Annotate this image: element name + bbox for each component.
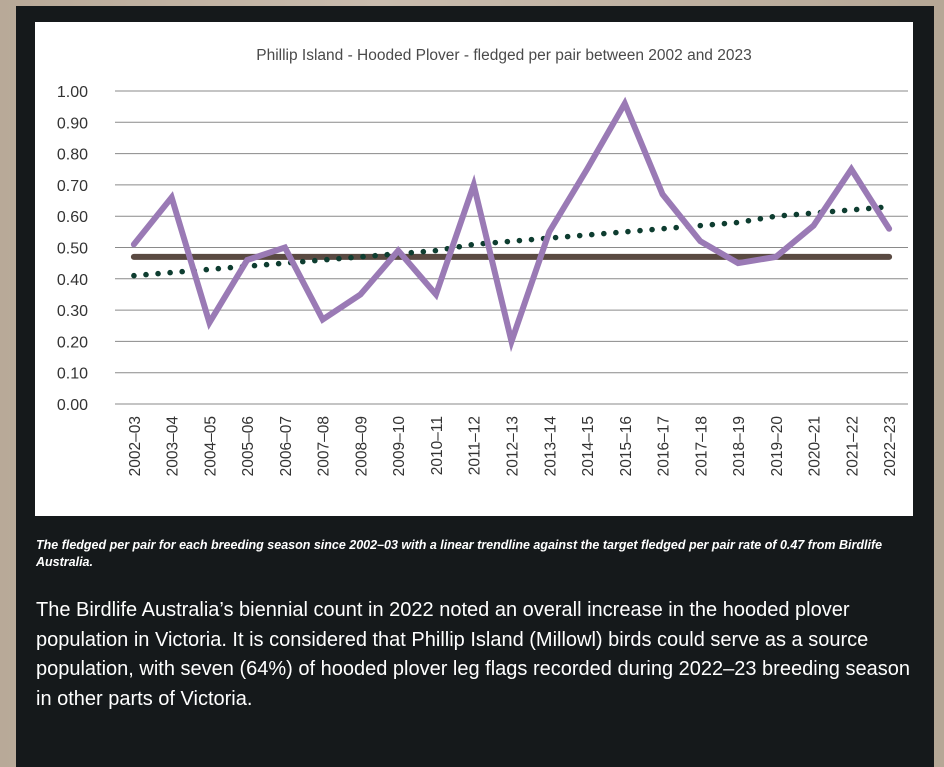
x-tick-label: 2006–07 [278, 416, 295, 476]
y-tick-label: 0.20 [57, 334, 88, 351]
x-tick-label: 2014–15 [580, 416, 597, 476]
x-tick-label: 2012–13 [505, 416, 522, 476]
body-paragraph: The Birdlife Australia’s biennial count … [36, 599, 910, 710]
chart-title: Phillip Island - Hooded Plover - fledged… [256, 47, 751, 64]
x-tick-label: 2022–23 [882, 416, 899, 476]
y-tick-label: 0.10 [57, 366, 88, 383]
y-tick-label: 0.90 [57, 115, 88, 132]
y-tick-label: 0.50 [57, 241, 88, 258]
y-tick-label: 0.40 [57, 272, 88, 289]
x-tick-label: 2016–17 [656, 416, 673, 476]
x-tick-label: 2002–03 [127, 416, 144, 476]
x-tick-label: 2017–18 [693, 416, 710, 476]
line-chart: Phillip Island - Hooded Plover - fledged… [57, 47, 908, 477]
x-tick-label: 2020–21 [807, 416, 824, 476]
x-tick-label: 2007–08 [316, 416, 333, 476]
x-tick-label: 2015–16 [618, 416, 635, 476]
y-tick-label: 0.30 [57, 303, 88, 320]
x-axis-ticks: 2002–03 2003–04 2004–05 2005–06 2006–07 2007–… [127, 416, 899, 477]
x-tick-label: 2011–12 [467, 416, 484, 475]
x-tick-label: 2018–19 [731, 416, 748, 476]
chart-container: Phillip Island - Hooded Plover - fledged… [35, 22, 913, 516]
x-tick-label: 2010–11 [429, 416, 446, 475]
y-tick-label: 0.80 [57, 147, 88, 164]
y-axis-ticks: 0.00 0.10 0.20 0.30 0.40 0.50 0.60 0.70 0.80 0.90… [57, 84, 88, 414]
x-tick-label: 2019–20 [769, 416, 786, 477]
x-tick-label: 2005–06 [240, 416, 257, 476]
x-tick-label: 2004–05 [202, 416, 219, 476]
y-tick-label: 0.60 [57, 209, 88, 226]
y-tick-label: 0.70 [57, 178, 88, 195]
x-tick-label: 2021–22 [844, 416, 861, 476]
x-tick-label: 2009–10 [391, 416, 408, 477]
series-layer [130, 96, 893, 353]
fledged-line [130, 96, 893, 353]
x-tick-label: 2008–09 [353, 416, 370, 476]
chart-caption: The fledged per pair for each breeding s… [36, 538, 883, 569]
x-tick-label: 2003–04 [165, 416, 182, 477]
y-tick-label: 1.00 [57, 84, 88, 101]
x-tick-label: 2013–14 [542, 416, 559, 477]
y-tick-label: 0.00 [57, 397, 88, 414]
